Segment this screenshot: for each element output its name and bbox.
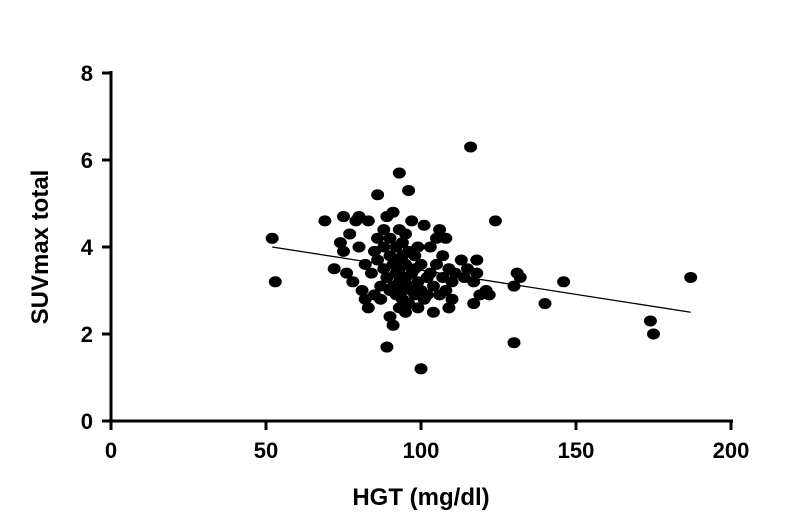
data-point	[482, 289, 496, 301]
data-point	[405, 215, 419, 227]
data-point	[470, 254, 484, 266]
data-point	[327, 263, 341, 275]
data-point	[377, 241, 391, 253]
data-point	[411, 241, 425, 253]
data-point	[417, 219, 431, 231]
data-point	[445, 293, 459, 305]
x-axis-label: HGT (mg/dl)	[352, 484, 489, 511]
data-point	[318, 215, 332, 227]
data-point	[377, 224, 391, 236]
points-layer	[265, 141, 698, 375]
data-point	[399, 306, 412, 318]
data-point	[374, 293, 388, 305]
data-point	[420, 289, 434, 301]
data-point	[426, 280, 440, 292]
data-point	[445, 276, 459, 288]
data-point	[647, 328, 660, 340]
data-point	[423, 241, 437, 253]
x-tick-label: 150	[558, 438, 595, 463]
y-ticks: 0 2 4 6 8	[81, 61, 111, 434]
data-point	[643, 315, 657, 327]
y-tick-label: 0	[81, 409, 93, 434]
data-point	[337, 245, 350, 257]
y-tick-label: 8	[81, 61, 93, 86]
data-point	[408, 250, 422, 262]
x-tick-label: 50	[254, 438, 278, 463]
data-point	[386, 319, 400, 331]
data-point	[464, 141, 478, 153]
data-point	[507, 337, 521, 349]
data-point	[392, 167, 406, 179]
data-point	[395, 237, 409, 249]
data-point	[337, 211, 350, 223]
data-point	[439, 232, 453, 244]
data-point	[507, 280, 521, 292]
data-point	[470, 267, 484, 279]
data-point	[414, 363, 428, 375]
data-point	[265, 232, 279, 244]
data-point	[442, 302, 456, 314]
data-point	[383, 311, 397, 323]
data-point	[371, 232, 385, 244]
data-point	[361, 302, 375, 314]
y-tick-label: 4	[81, 235, 94, 260]
data-point	[399, 228, 412, 240]
data-point	[430, 258, 443, 270]
data-point	[423, 267, 437, 279]
data-point	[454, 254, 468, 266]
x-ticks: 0 50 100 150 200	[105, 421, 749, 463]
data-point	[557, 276, 571, 288]
data-point	[436, 250, 450, 262]
data-point	[340, 267, 354, 279]
data-point	[426, 306, 440, 318]
data-point	[433, 224, 447, 236]
x-tick-label: 200	[713, 438, 750, 463]
y-tick-label: 6	[81, 148, 93, 173]
data-point	[355, 285, 369, 296]
data-point	[402, 184, 416, 196]
y-tick-label: 2	[81, 322, 93, 347]
data-point	[538, 298, 552, 310]
data-point	[467, 298, 481, 310]
data-point	[343, 228, 357, 240]
data-point	[513, 271, 527, 283]
data-point	[364, 267, 378, 279]
data-point	[361, 215, 375, 227]
data-point	[346, 276, 360, 288]
y-axis-label: SUVmax total	[27, 170, 54, 325]
data-point	[380, 341, 394, 353]
x-tick-label: 100	[403, 438, 440, 463]
data-point	[333, 237, 347, 249]
data-point	[371, 189, 385, 201]
data-point	[684, 271, 698, 283]
data-point	[414, 258, 428, 270]
data-point	[386, 206, 400, 218]
data-point	[352, 241, 366, 253]
data-point	[411, 302, 425, 314]
x-tick-label: 0	[105, 438, 117, 463]
regression-line	[272, 246, 691, 313]
data-point	[488, 215, 502, 227]
data-point	[430, 232, 443, 244]
data-point	[383, 232, 397, 244]
data-point	[439, 285, 453, 296]
data-point	[268, 276, 282, 288]
